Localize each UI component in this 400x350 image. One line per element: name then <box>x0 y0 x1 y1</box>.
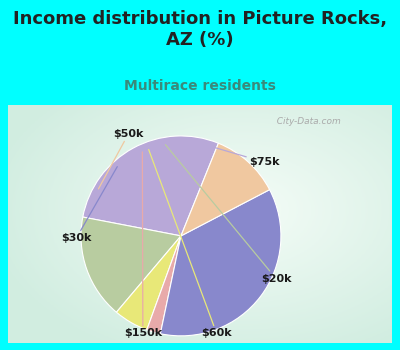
Text: Multirace residents: Multirace residents <box>124 79 276 93</box>
Text: $30k: $30k <box>61 167 117 243</box>
Text: $150k: $150k <box>124 152 162 338</box>
Wedge shape <box>83 136 218 236</box>
Wedge shape <box>116 236 181 330</box>
Text: City-Data.com: City-Data.com <box>272 117 341 126</box>
Text: $60k: $60k <box>149 149 232 338</box>
Text: $50k: $50k <box>98 128 144 189</box>
Wedge shape <box>160 190 281 336</box>
Wedge shape <box>147 236 181 334</box>
Wedge shape <box>181 143 270 236</box>
Wedge shape <box>81 217 181 312</box>
Text: $20k: $20k <box>166 145 292 284</box>
Text: $75k: $75k <box>199 143 280 167</box>
Text: Income distribution in Picture Rocks,
AZ (%): Income distribution in Picture Rocks, AZ… <box>13 10 387 49</box>
